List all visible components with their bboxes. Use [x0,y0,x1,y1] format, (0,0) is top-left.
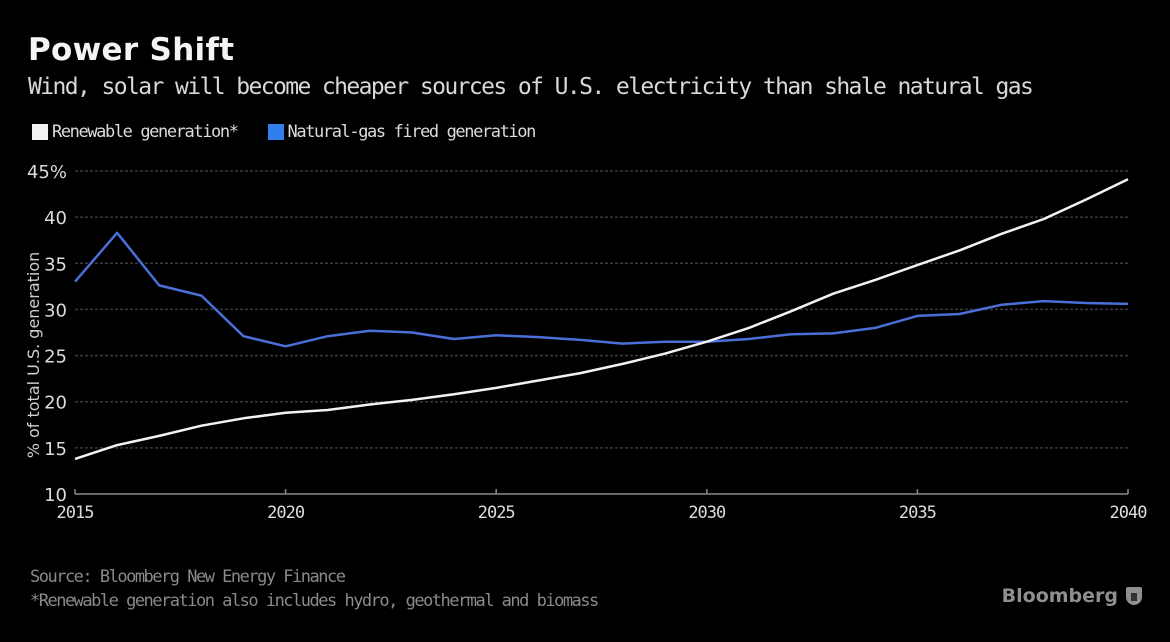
legend-label-renewable: Renewable generation* [52,122,239,142]
y-tick-label: 35 [44,254,67,275]
y-tick-label: 45% [27,162,67,183]
renewable-series-line [74,178,1129,461]
chart-subtitle: Wind, solar will become cheaper sources … [28,74,1034,100]
y-tick-label: 20 [44,393,67,414]
brand-name: Bloomberg [1001,585,1118,607]
x-tick-label: 2015 [57,503,94,523]
legend-item-renewable: Renewable generation* [32,122,239,142]
x-tick-label: 2025 [478,503,515,523]
x-tick-label: 2035 [899,503,936,523]
footnote: *Renewable generation also includes hydr… [30,591,599,611]
natural-gas-series-line [74,231,1129,348]
legend-item-natural-gas: Natural-gas fired generation [267,122,537,142]
y-axis-ticks: 10 15 20 25 30 35 40 45% [27,162,67,506]
legend: Renewable generation* Natural-gas fired … [32,122,565,142]
x-axis: 2015 2020 2025 2030 2035 2040 [57,489,1148,523]
y-tick-label: 10 [44,485,67,506]
y-tick-label: 25 [44,347,67,368]
bloomberg-brand: Bloomberg [1002,585,1142,607]
gridlines [75,170,1128,449]
y-tick-label: 40 [44,208,67,229]
legend-label-natural-gas: Natural-gas fired generation [287,122,537,142]
y-axis-label: % of total U.S. generation [24,252,43,459]
x-tick-label: 2040 [1110,503,1148,523]
footer-notes: Source: Bloomberg New Energy Finance *Re… [30,565,599,613]
source-note: Source: Bloomberg New Energy Finance [30,567,346,587]
x-tick-label: 2020 [267,503,305,523]
y-tick-label: 30 [44,300,67,321]
x-tick-label: 2030 [688,503,726,523]
y-tick-label: 15 [44,439,67,460]
legend-swatch-renewable [32,124,48,140]
chart-title: Power Shift [28,32,235,68]
series-lines [74,178,1129,461]
legend-swatch-natural-gas [267,124,284,140]
bloomberg-logo-icon [1126,587,1142,605]
